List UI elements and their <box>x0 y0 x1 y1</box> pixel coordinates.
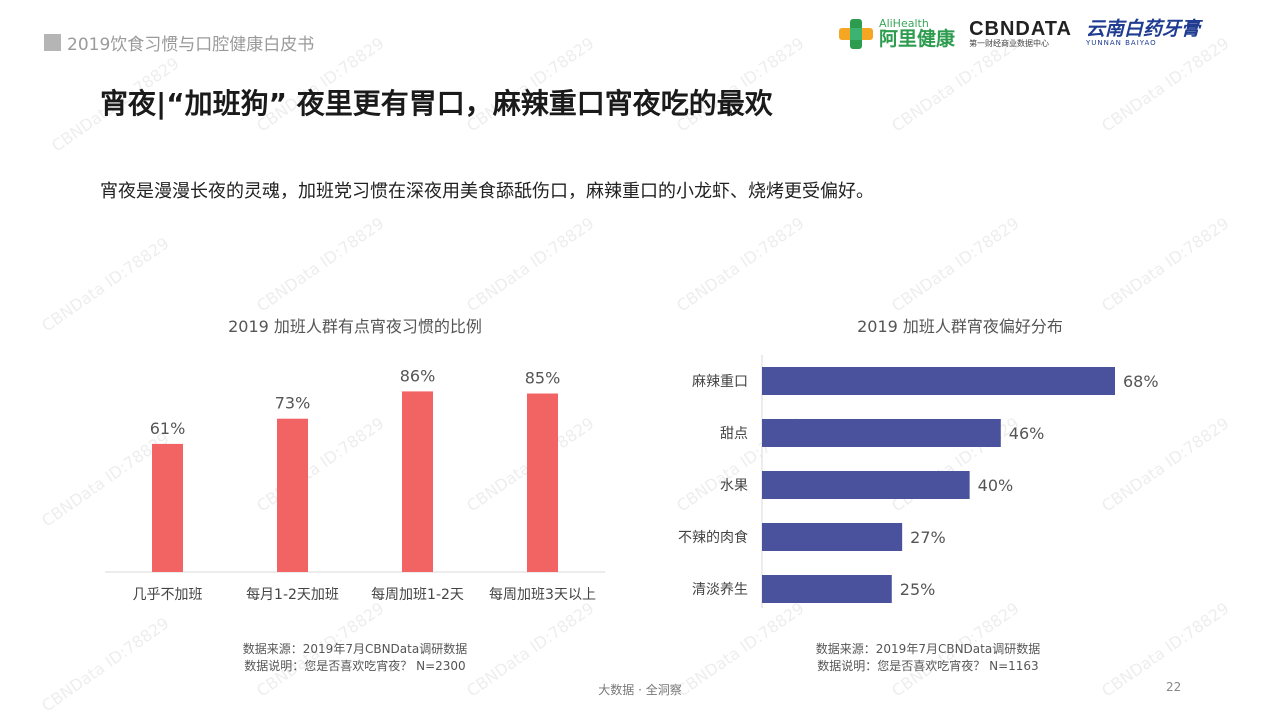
yunnan-baiyao-logo: 云南白药牙膏 YUNNAN BAIYAO <box>1086 19 1200 48</box>
bar-value-label: 86% <box>400 366 436 385</box>
bar <box>152 443 183 572</box>
bar-value-label: 73% <box>275 394 311 413</box>
bar-category-label: 每周加班1-2天 <box>371 587 464 603</box>
yunnan-en: YUNNAN BAIYAO <box>1085 39 1157 48</box>
report-title: 2019饮食习惯与口腔健康白皮书 <box>67 35 315 55</box>
hbar-category-label: 麻辣重口 <box>692 374 748 390</box>
bar-category-label: 几乎不加班 <box>133 587 203 603</box>
hbar <box>762 471 970 499</box>
hbar-value-label: 68% <box>1123 372 1159 391</box>
right-chart-notes: 数据来源：2019年7月CBNData调研数据 数据说明：您是否喜欢吃宵夜？ N… <box>728 641 1128 675</box>
page-number: 22 <box>1166 680 1182 694</box>
bar <box>277 418 308 572</box>
bar-value-label: 61% <box>150 419 186 438</box>
bar-category-label: 每月1-2天加班 <box>246 587 339 603</box>
right-data-source: 数据来源：2019年7月CBNData调研数据 <box>815 642 1041 656</box>
cbndata-logo: CBNDATA 第一财经商业数据中心 <box>969 18 1072 49</box>
alihealth-cross-icon <box>839 18 874 49</box>
hbar <box>762 367 1115 395</box>
hbar-value-label: 46% <box>1009 424 1045 443</box>
alihealth-cn: 阿里健康 <box>879 27 956 50</box>
hbar-value-label: 27% <box>910 528 946 547</box>
hbar-category-label: 清淡养生 <box>692 582 748 598</box>
left-data-source: 数据来源：2019年7月CBNData调研数据 <box>242 642 468 656</box>
bar-category-label: 每周加班3天以上 <box>489 587 596 603</box>
lead-text: 宵夜是漫漫长夜的灵魂，加班党习惯在深夜用美食舔舐伤口，麻辣重口的小龙虾、烧烤更受… <box>100 181 874 202</box>
bar <box>527 393 558 572</box>
hbar <box>762 575 892 603</box>
hbar <box>762 419 1001 447</box>
hbar-category-label: 水果 <box>720 478 748 494</box>
hbar <box>762 523 903 551</box>
page-title: 宵夜|“加班狗” 夜里更有胃口，麻辣重口宵夜吃的最欢 <box>100 87 773 120</box>
partner-logos: AliHealth 阿里健康 CBNDATA 第一财经商业数据中心 云南白药牙膏… <box>839 18 1200 49</box>
cbndata-wordmark: CBNDATA <box>969 18 1072 41</box>
header-square-icon <box>44 34 61 51</box>
report-header: 2019饮食习惯与口腔健康白皮书 <box>44 30 314 55</box>
footer-tagline: 大数据 · 全洞察 <box>598 683 682 697</box>
bar-chart-title: 2019 加班人群有点宵夜习惯的比例 <box>228 317 482 336</box>
cbndata-subtitle: 第一财经商业数据中心 <box>969 39 1050 49</box>
hbar-category-label: 不辣的肉食 <box>678 529 748 546</box>
hbar-value-label: 25% <box>900 580 936 599</box>
left-data-description: 数据说明：您是否喜欢吃宵夜？ N=2300 <box>244 659 466 673</box>
bar-value-label: 85% <box>525 369 561 388</box>
hbar-value-label: 40% <box>978 476 1014 495</box>
hbar-category-label: 甜点 <box>720 426 748 442</box>
hbar-chart-title: 2019 加班人群宵夜偏好分布 <box>857 317 1063 336</box>
left-chart-notes: 数据来源：2019年7月CBNData调研数据 数据说明：您是否喜欢吃宵夜？ N… <box>155 641 555 675</box>
bar <box>402 391 433 572</box>
alihealth-logo: AliHealth 阿里健康 <box>839 18 955 49</box>
alihealth-en: AliHealth <box>879 17 929 30</box>
right-data-description: 数据说明：您是否喜欢吃宵夜？ N=1163 <box>817 659 1039 673</box>
yunnan-cn: 云南白药牙膏 <box>1085 18 1200 41</box>
